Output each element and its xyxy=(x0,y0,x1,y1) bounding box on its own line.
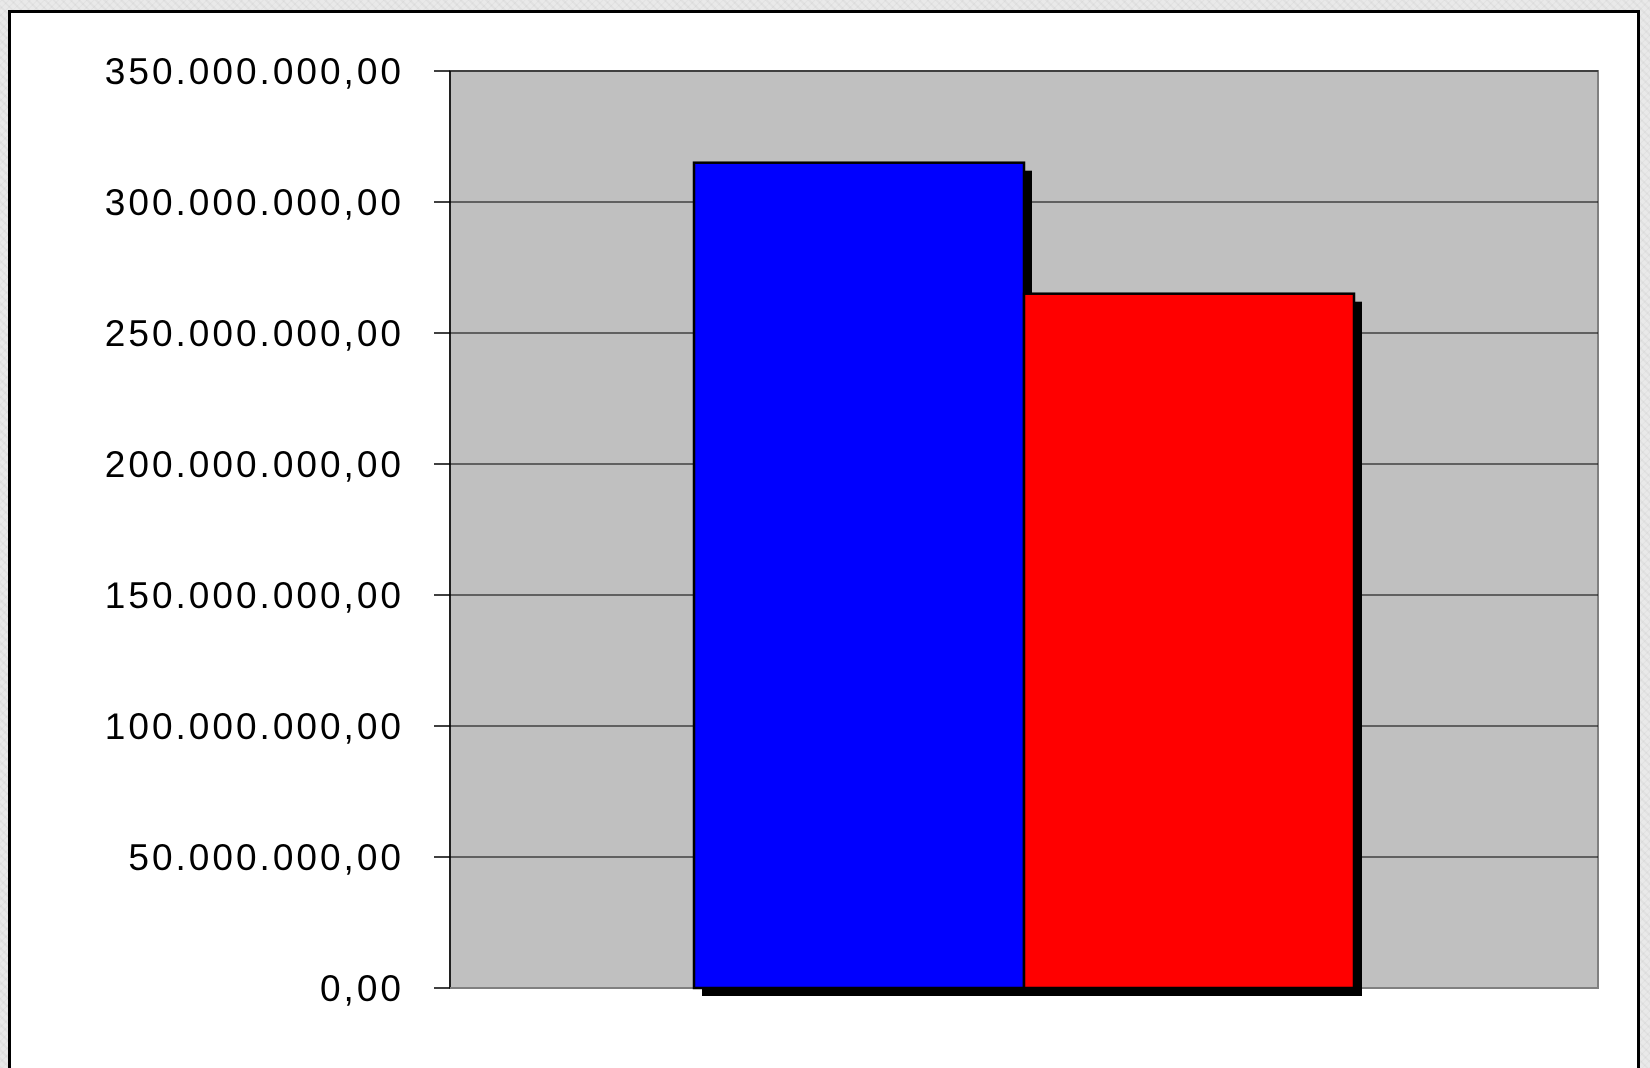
bar-series-1 xyxy=(692,161,1026,990)
bars xyxy=(692,161,1362,996)
y-tick-label: 50.000.000,00 xyxy=(128,837,404,878)
y-tick-label: 0,00 xyxy=(320,968,404,1009)
y-tick-label: 150.000.000,00 xyxy=(105,575,404,616)
y-tick-label: 300.000.000,00 xyxy=(105,182,404,223)
y-tick-label: 200.000.000,00 xyxy=(105,444,404,485)
y-tick-label: 100.000.000,00 xyxy=(105,706,404,747)
y-tick-label: 350.000.000,00 xyxy=(105,51,404,92)
y-tick-labels: 0,00 50.000.000,00 100.000.000,00 150.000.0… xyxy=(105,51,404,1009)
bar-series-2 xyxy=(1022,292,1356,990)
y-tick-label: 250.000.000,00 xyxy=(105,313,404,354)
